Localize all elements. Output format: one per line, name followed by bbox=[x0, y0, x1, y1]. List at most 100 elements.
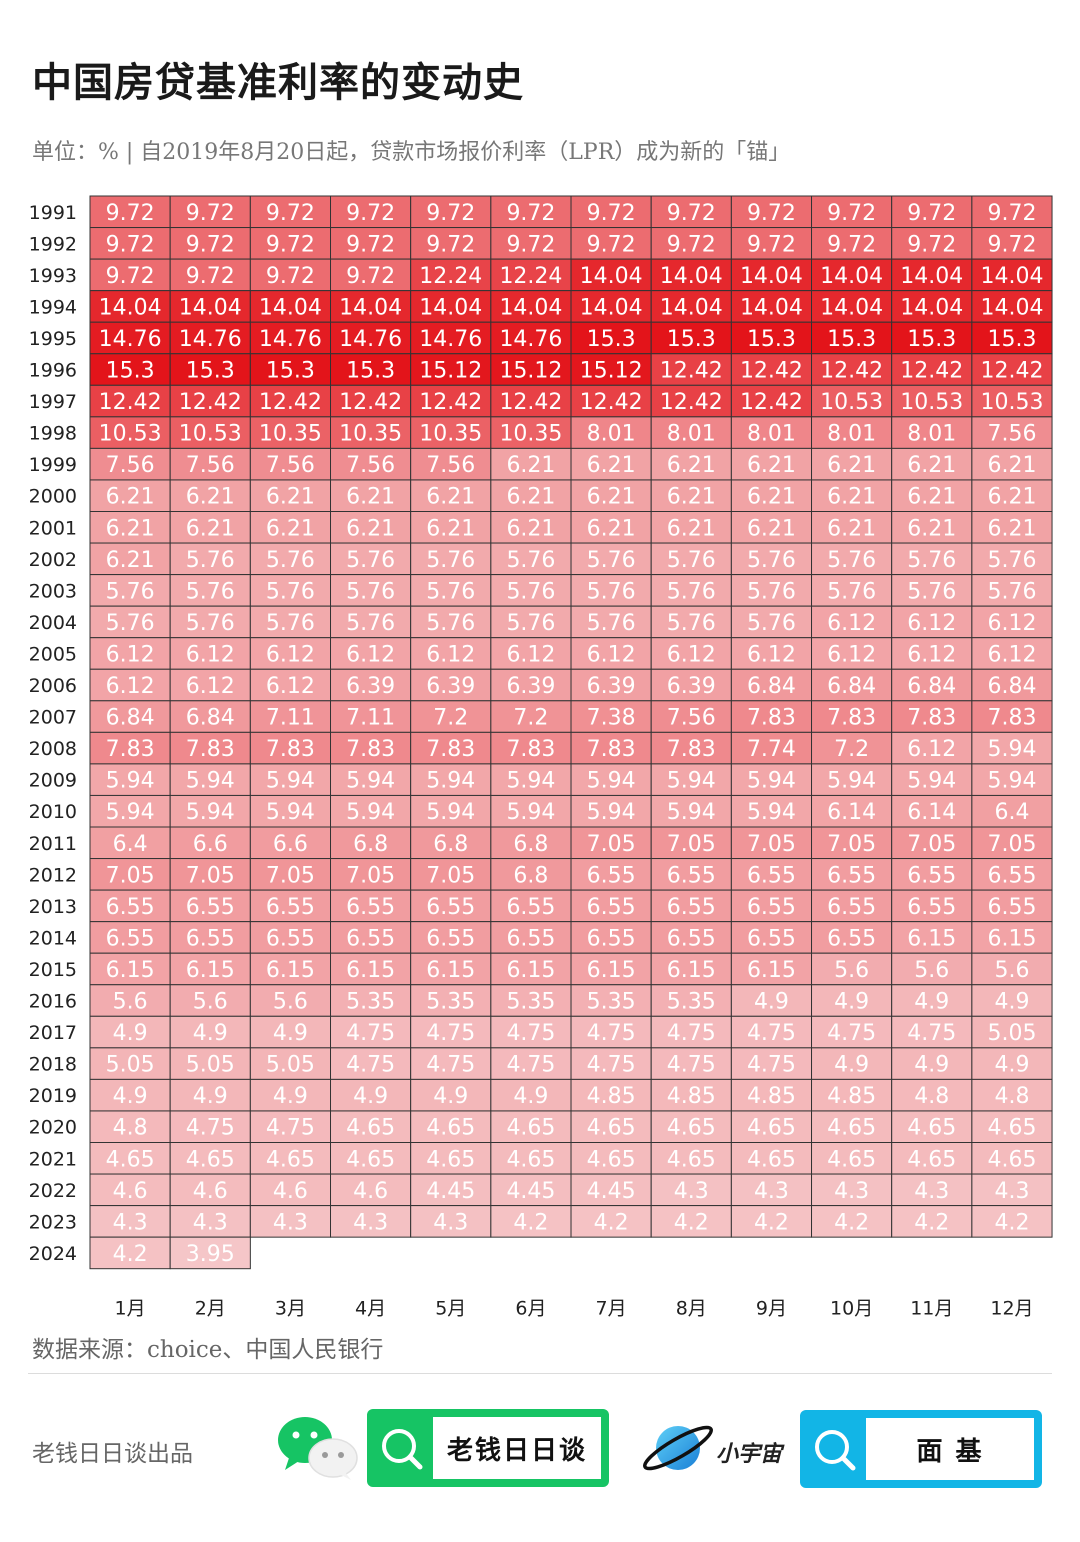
cell-value: 8.01 bbox=[827, 422, 876, 447]
year-label: 1996 bbox=[29, 360, 77, 382]
heatmap-cell bbox=[330, 290, 412, 323]
heatmap-cell bbox=[490, 321, 572, 355]
cell-value: 6.39 bbox=[346, 674, 395, 699]
cell-value: 5.76 bbox=[907, 579, 956, 604]
cell-value: 5.76 bbox=[987, 548, 1036, 573]
cell-value: 9.72 bbox=[186, 264, 235, 289]
cell-value: 6.21 bbox=[747, 516, 796, 541]
cell-value: 6.12 bbox=[266, 674, 315, 699]
cell-value: 6.55 bbox=[747, 863, 796, 888]
heatmap-cell bbox=[891, 605, 973, 639]
heatmap-cell bbox=[169, 1015, 251, 1049]
cell-value: 7.56 bbox=[987, 422, 1036, 447]
heatmap-cell bbox=[490, 258, 572, 292]
cell-value: 6.21 bbox=[587, 485, 636, 510]
cell-value: 4.2 bbox=[994, 1210, 1029, 1235]
cell-value: 5.94 bbox=[186, 800, 235, 825]
heatmap-cell bbox=[971, 258, 1053, 292]
heatmap-cell bbox=[330, 574, 412, 607]
cell-value: 7.56 bbox=[667, 706, 716, 731]
cell-value: 6.21 bbox=[426, 516, 475, 541]
heatmap-cell bbox=[971, 637, 1053, 670]
cell-value: 15.12 bbox=[419, 359, 482, 384]
cell-value: 6.15 bbox=[266, 958, 315, 983]
heatmap-cell bbox=[89, 605, 171, 639]
cell-value: 4.9 bbox=[513, 1084, 548, 1109]
cell-value: 14.04 bbox=[339, 295, 402, 320]
year-label: 2003 bbox=[29, 580, 77, 602]
cell-value: 5.76 bbox=[747, 548, 796, 573]
cell-value: 14.04 bbox=[660, 264, 723, 289]
cell-value: 14.76 bbox=[179, 327, 242, 352]
cell-value: 7.83 bbox=[506, 737, 555, 762]
cell-value: 9.72 bbox=[747, 232, 796, 257]
cell-value: 6.21 bbox=[106, 548, 155, 573]
heatmap-cell bbox=[410, 479, 492, 513]
heatmap-cell bbox=[730, 258, 813, 292]
cell-value: 7.05 bbox=[426, 863, 475, 888]
heatmap-cell bbox=[410, 794, 492, 828]
cell-value: 7.83 bbox=[987, 706, 1036, 731]
page-title: 中国房贷基准利率的变动史 bbox=[32, 60, 524, 106]
heatmap-cell bbox=[971, 1205, 1053, 1238]
cell-value: 4.9 bbox=[273, 1021, 308, 1046]
cell-value: 4.85 bbox=[827, 1084, 876, 1109]
cell-value: 6.6 bbox=[273, 832, 308, 857]
cell-value: 6.55 bbox=[266, 895, 315, 920]
cell-value: 4.65 bbox=[266, 1147, 315, 1172]
cell-value: 4.65 bbox=[346, 1116, 395, 1141]
heatmap-cell bbox=[410, 637, 492, 670]
cell-value: 4.75 bbox=[747, 1053, 796, 1078]
heatmap-cell bbox=[249, 542, 332, 576]
heatmap-cell bbox=[169, 1142, 251, 1175]
cell-value: 4.85 bbox=[747, 1084, 796, 1109]
heatmap-cell bbox=[971, 227, 1053, 260]
cell-value: 9.72 bbox=[667, 232, 716, 257]
heatmap-cell bbox=[811, 447, 893, 481]
heatmap-cell bbox=[490, 227, 572, 260]
year-label: 1992 bbox=[29, 233, 77, 255]
page-subtitle: 单位：% | 自2019年8月20日起，贷款市场报价利率（LPR）成为新的「锚」 bbox=[32, 140, 791, 165]
cell-value: 9.72 bbox=[266, 201, 315, 226]
heatmap-cell bbox=[490, 1110, 572, 1143]
cell-value: 4.3 bbox=[834, 1179, 869, 1204]
heatmap-cell bbox=[730, 858, 813, 891]
heatmap-cell bbox=[570, 542, 652, 576]
cell-value: 6.55 bbox=[186, 926, 235, 951]
cell-value: 6.21 bbox=[266, 516, 315, 541]
heatmap-cell bbox=[650, 637, 732, 670]
cell-value: 4.9 bbox=[914, 1053, 949, 1078]
heatmap-cell bbox=[330, 763, 412, 796]
cell-value: 5.35 bbox=[506, 990, 555, 1015]
cell-value: 5.6 bbox=[914, 958, 949, 983]
search-box-mianji[interactable]: 面 基 bbox=[800, 1410, 1042, 1488]
heatmap-cell bbox=[249, 637, 332, 670]
cell-value: 6.84 bbox=[106, 706, 155, 731]
cell-value: 6.15 bbox=[907, 926, 956, 951]
cell-value: 9.72 bbox=[186, 232, 235, 257]
heatmap-cell bbox=[330, 479, 412, 513]
cell-value: 6.55 bbox=[266, 926, 315, 951]
cell-value: 10.35 bbox=[259, 422, 322, 447]
cell-value: 6.21 bbox=[667, 516, 716, 541]
heatmap-cell bbox=[650, 1205, 732, 1238]
search-box-laoqian[interactable]: 老钱日日谈 bbox=[367, 1409, 609, 1487]
heatmap-cell bbox=[330, 416, 412, 449]
cell-value: 7.83 bbox=[667, 737, 716, 762]
heatmap-cell bbox=[330, 1078, 412, 1112]
cell-value: 4.65 bbox=[907, 1116, 956, 1141]
heatmap-cell bbox=[971, 763, 1053, 796]
cell-value: 7.74 bbox=[747, 737, 796, 762]
cell-value: 4.75 bbox=[506, 1053, 555, 1078]
cell-value: 9.72 bbox=[346, 264, 395, 289]
cell-value: 6.39 bbox=[426, 674, 475, 699]
heatmap-cell bbox=[410, 542, 492, 576]
heatmap-cell bbox=[891, 984, 973, 1017]
heatmap-cell bbox=[811, 1205, 893, 1238]
cell-value: 12.24 bbox=[499, 264, 562, 289]
cell-value: 5.76 bbox=[987, 579, 1036, 604]
cell-value: 6.12 bbox=[827, 611, 876, 636]
cell-value: 15.3 bbox=[587, 327, 636, 352]
cell-value: 7.38 bbox=[587, 706, 636, 731]
cell-value: 8.01 bbox=[907, 422, 956, 447]
